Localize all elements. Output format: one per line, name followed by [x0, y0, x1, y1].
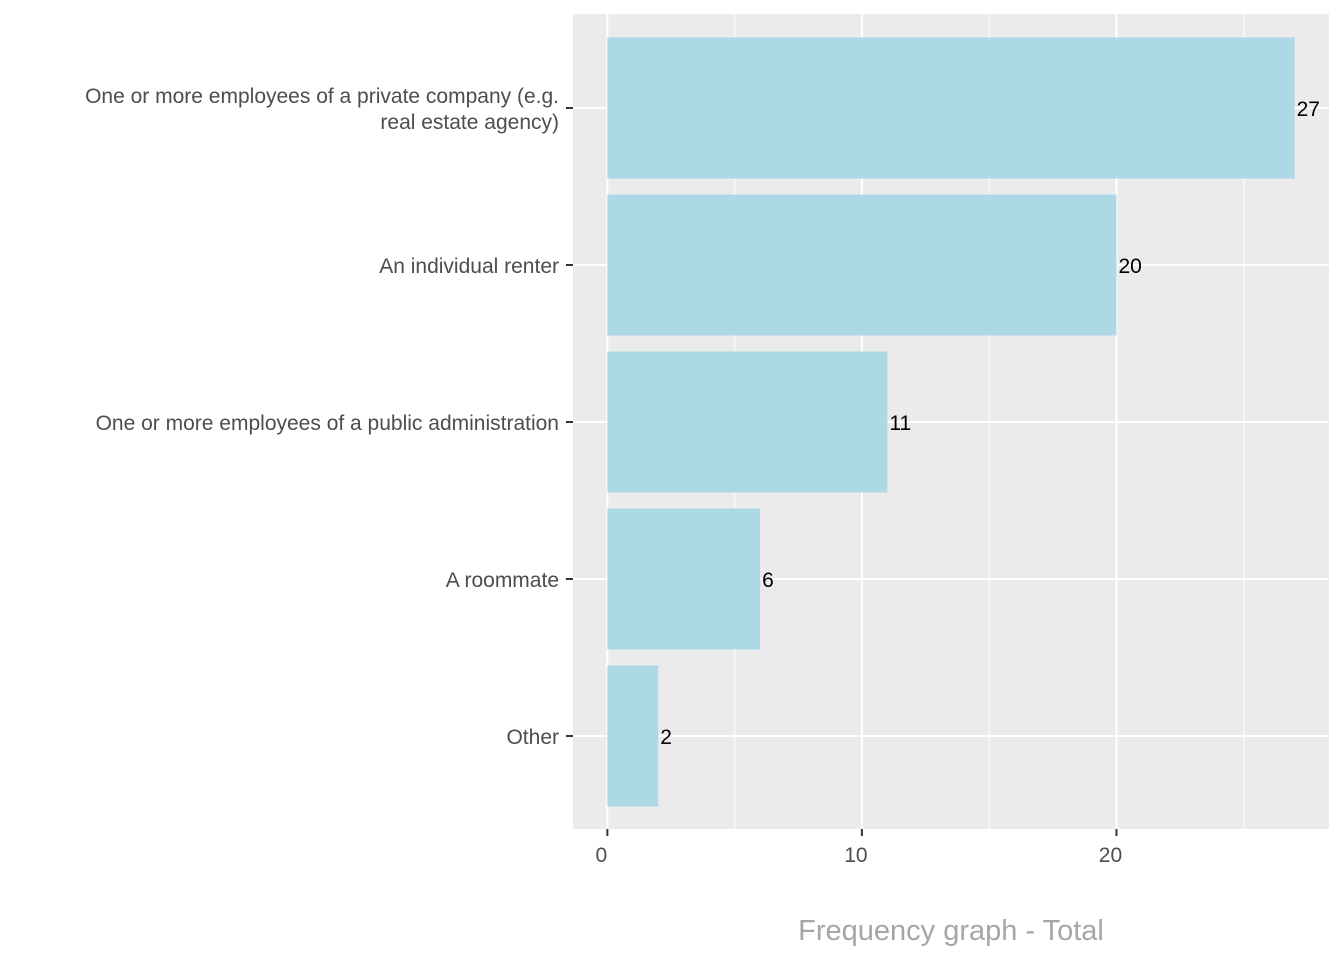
- x-axis: 0 10 20: [596, 829, 1122, 867]
- y-tick-label: A roommate: [446, 569, 559, 592]
- bar: [607, 194, 1117, 336]
- data-label: 11: [889, 412, 911, 435]
- y-tick-label: Other: [506, 726, 559, 749]
- y-tick-label: real estate agency): [380, 111, 559, 134]
- data-label: 20: [1118, 255, 1141, 278]
- data-label: 27: [1297, 98, 1320, 121]
- y-tick-label: One or more employees of a private compa…: [85, 85, 559, 108]
- bar: [607, 665, 659, 807]
- x-axis-title: Frequency graph - Total: [798, 915, 1104, 947]
- x-tick-label: 20: [1099, 844, 1122, 867]
- bar: [607, 508, 761, 650]
- data-label: 6: [762, 569, 774, 592]
- bars: [607, 37, 1295, 807]
- data-labels: 27 20 11 6 2: [660, 98, 1320, 749]
- y-axis: One or more employees of a private compa…: [85, 85, 573, 749]
- y-tick-label: An individual renter: [379, 255, 559, 278]
- y-tick-label: One or more employees of a public admini…: [96, 412, 559, 435]
- bar: [607, 351, 888, 493]
- x-tick-label: 0: [596, 844, 608, 867]
- data-label: 2: [660, 726, 672, 749]
- x-tick-label: 10: [844, 844, 867, 867]
- bar: [607, 37, 1295, 179]
